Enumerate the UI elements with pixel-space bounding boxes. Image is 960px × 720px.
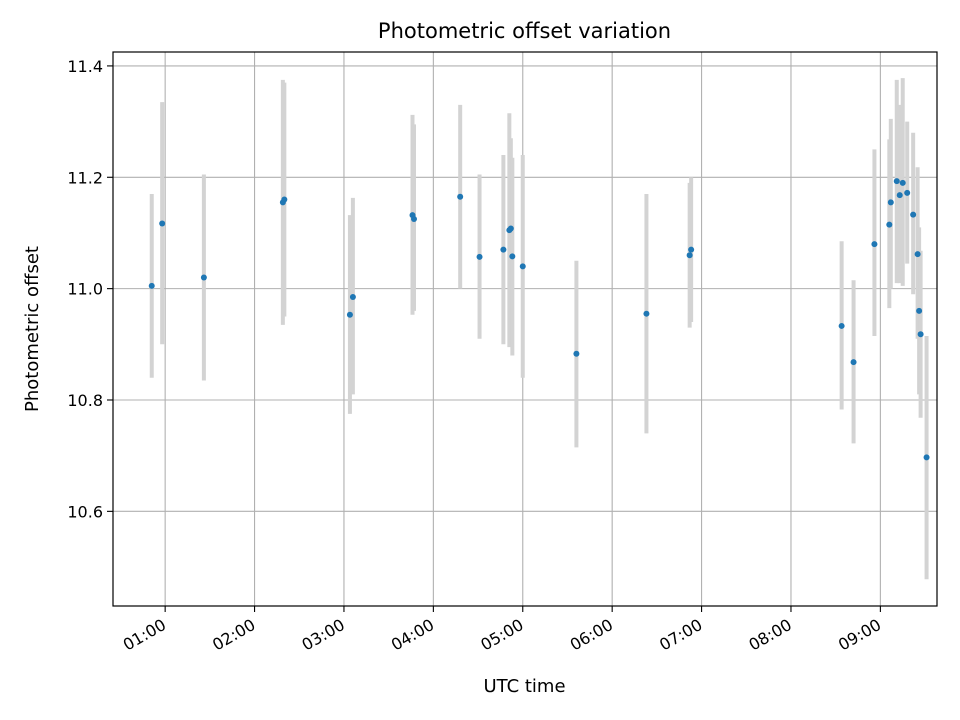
data-point (914, 251, 921, 258)
data-point (871, 241, 878, 248)
data-point (643, 310, 650, 317)
data-point (896, 192, 903, 199)
data-point (200, 274, 207, 281)
y-axis-ticks: 10.6 10.8 11.0 11.2 11.4 (67, 57, 113, 521)
data-point (159, 220, 166, 227)
y-axis-label: Photometric offset (22, 246, 43, 412)
data-point (887, 199, 894, 206)
data-point (886, 221, 893, 228)
data-point (500, 246, 507, 253)
data-point (457, 193, 464, 200)
chart-title: Photometric offset variation (378, 19, 671, 43)
data-point (917, 331, 924, 338)
data-point (688, 246, 695, 253)
data-point (148, 282, 155, 289)
data-point (904, 189, 911, 196)
data-point (346, 311, 353, 318)
data-point (410, 216, 417, 223)
data-point (573, 350, 580, 357)
y-tick-label: 10.8 (67, 391, 103, 410)
data-point (893, 178, 900, 185)
data-point (899, 179, 906, 186)
data-point (923, 454, 930, 461)
y-tick-label: 11.2 (67, 168, 103, 187)
data-point (476, 253, 483, 260)
y-tick-label: 10.6 (67, 502, 103, 521)
data-points (148, 178, 930, 461)
data-point (910, 211, 917, 218)
data-point (838, 322, 845, 329)
y-tick-label: 11.4 (67, 57, 103, 76)
y-tick-label: 11.0 (67, 280, 103, 299)
data-point (850, 359, 857, 366)
data-point (519, 263, 526, 270)
data-point (507, 225, 514, 232)
data-point (686, 252, 693, 259)
plot-frame (112, 51, 938, 607)
x-axis-label: UTC time (483, 676, 565, 697)
data-point (916, 307, 923, 314)
data-point (281, 196, 288, 203)
data-point (509, 253, 516, 260)
data-point (349, 293, 356, 300)
